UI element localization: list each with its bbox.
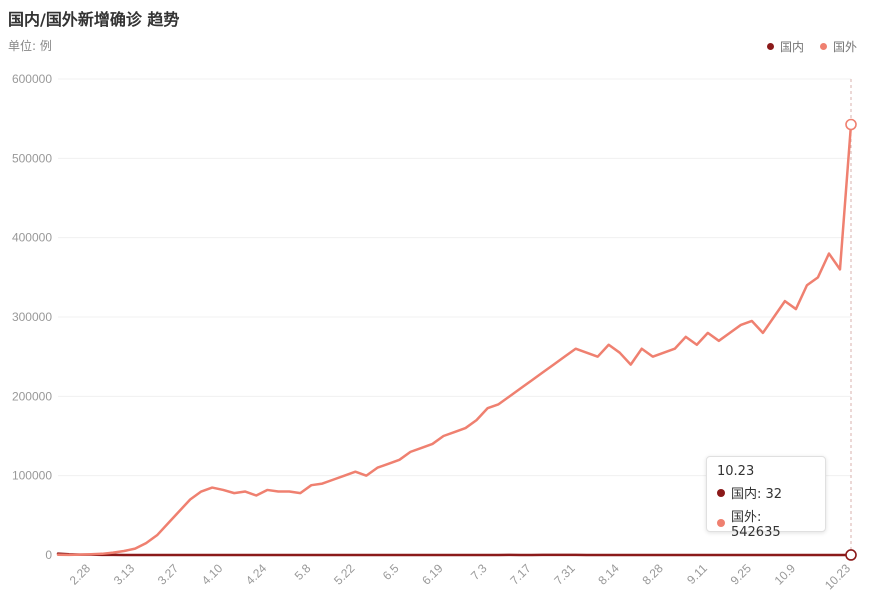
- series-line-domestic: [56, 552, 853, 557]
- x-tick-label: 6.5: [380, 561, 402, 583]
- legend-marker-foreign: [819, 43, 827, 50]
- x-tick-label: 7.3: [468, 561, 490, 583]
- tooltip-marker-foreign: [717, 519, 725, 527]
- x-tick-label: 7.31: [551, 561, 578, 588]
- legend-item-foreign[interactable]: 国外: [819, 38, 857, 55]
- x-tick-label: 8.14: [595, 561, 622, 588]
- legend-item-domestic[interactable]: 国内: [766, 38, 804, 55]
- y-tick-label: 400000: [12, 231, 52, 245]
- x-tick-label: 9.11: [684, 561, 710, 587]
- y-tick-label: 100000: [12, 469, 52, 483]
- y-tick-label: 200000: [12, 389, 52, 403]
- x-tick-label: 3.13: [111, 561, 138, 588]
- tooltip-value-foreign: 国外: 542635: [730, 510, 781, 540]
- legend-marker-domestic: [766, 43, 774, 50]
- y-tick-label: 0: [45, 548, 52, 562]
- tooltip-marker-domestic: [717, 488, 725, 497]
- x-tick-label: 3.27: [155, 561, 182, 588]
- tooltip-date: 10.23: [717, 464, 755, 479]
- series-line-foreign: [56, 123, 853, 557]
- x-tick-label: 2.28: [67, 561, 94, 588]
- x-tick-label: 4.24: [243, 561, 270, 588]
- legend-label-foreign: 国外: [832, 40, 857, 54]
- y-tick-label: 600000: [12, 72, 52, 86]
- x-tick-label: 5.8: [292, 561, 314, 583]
- tooltip-row-foreign: 国外: 542635: [717, 506, 815, 540]
- x-tick-label: 6.19: [419, 561, 446, 588]
- series-point-foreign: [845, 118, 857, 131]
- x-tick-label: 9.25: [728, 561, 755, 588]
- chart-title: 国内/国外新增确诊 趋势: [8, 10, 180, 29]
- x-tick-label: 10.23: [822, 561, 853, 592]
- series-point-domestic: [845, 549, 857, 561]
- y-tick-label: 300000: [12, 310, 52, 324]
- x-tick-label: 4.10: [199, 561, 226, 588]
- tooltip-row-domestic: 国内: 32: [717, 483, 815, 502]
- unit-label: 单位: 例: [8, 39, 52, 53]
- tooltip-value-domestic: 国内: 32: [731, 487, 783, 502]
- x-tick-label: 7.17: [507, 561, 534, 588]
- legend-label-domestic: 国内: [779, 40, 804, 54]
- legend: 国内 国外: [766, 38, 857, 55]
- x-tick-label: 8.28: [639, 561, 666, 588]
- x-tick-label: 5.22: [331, 561, 358, 588]
- y-tick-label: 500000: [12, 151, 52, 165]
- tooltip: 10.23 国内: 32 国外: 542635: [706, 456, 826, 540]
- x-tick-label: 10.9: [772, 561, 799, 588]
